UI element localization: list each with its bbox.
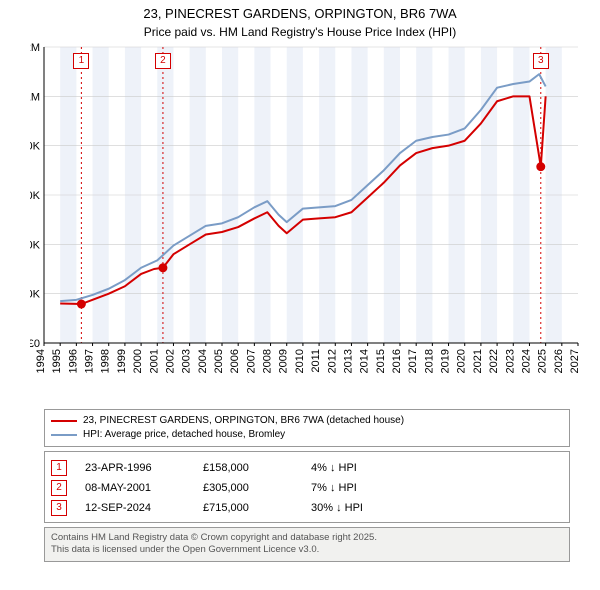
transaction-marker: 3 (51, 500, 67, 516)
svg-text:2013: 2013 (342, 349, 354, 373)
transaction-delta: 4% ↓ HPI (311, 462, 421, 474)
svg-text:2021: 2021 (472, 349, 484, 373)
svg-text:£1.2M: £1.2M (30, 43, 40, 54)
svg-text:2007: 2007 (245, 349, 257, 373)
transaction-marker: 1 (51, 460, 67, 476)
svg-text:2008: 2008 (262, 349, 274, 373)
transaction-date: 23-APR-1996 (85, 462, 185, 474)
sale-marker: 1 (73, 53, 89, 69)
svg-text:2000: 2000 (132, 349, 144, 373)
transaction-row: 3 12-SEP-2024 £715,000 30% ↓ HPI (51, 498, 563, 518)
legend: 23, PINECREST GARDENS, ORPINGTON, BR6 7W… (44, 409, 570, 447)
svg-text:1994: 1994 (35, 349, 47, 373)
sale-marker: 2 (155, 53, 171, 69)
svg-text:£0: £0 (30, 338, 40, 350)
svg-text:£200K: £200K (30, 289, 41, 301)
footer-line: This data is licensed under the Open Gov… (51, 544, 563, 556)
transactions-table: 1 23-APR-1996 £158,000 4% ↓ HPI 2 08-MAY-2001… (44, 451, 570, 523)
svg-text:2017: 2017 (407, 349, 419, 373)
svg-text:2012: 2012 (326, 349, 338, 373)
footer-attribution: Contains HM Land Registry data © Crown c… (44, 527, 570, 562)
svg-text:1998: 1998 (100, 349, 112, 373)
transaction-date: 08-MAY-2001 (85, 482, 185, 494)
chart-area: £0 £200K £400K £600K £800K £1M £1.2M 1994 1995 19… (30, 43, 590, 403)
transaction-delta: 30% ↓ HPI (311, 502, 421, 514)
svg-text:1995: 1995 (51, 349, 63, 373)
transaction-marker: 2 (51, 480, 67, 496)
svg-text:2004: 2004 (197, 349, 209, 373)
svg-text:£1M: £1M (30, 91, 40, 103)
svg-text:£600K: £600K (30, 190, 41, 202)
legend-item: HPI: Average price, detached house, Brom… (51, 428, 563, 442)
svg-text:2005: 2005 (213, 349, 225, 373)
transaction-price: £305,000 (203, 482, 293, 494)
svg-text:2016: 2016 (391, 349, 403, 373)
transaction-row: 2 08-MAY-2001 £305,000 7% ↓ HPI (51, 478, 563, 498)
line-chart: £0 £200K £400K £600K £800K £1M £1.2M 1994 1995 19… (30, 43, 590, 403)
svg-text:2001: 2001 (148, 349, 160, 373)
svg-text:2023: 2023 (504, 349, 516, 373)
svg-text:1999: 1999 (116, 349, 128, 373)
chart-subtitle: Price paid vs. HM Land Registry's House … (0, 25, 600, 43)
legend-swatch (51, 434, 77, 436)
legend-item: 23, PINECREST GARDENS, ORPINGTON, BR6 7W… (51, 414, 563, 428)
transaction-price: £715,000 (203, 502, 293, 514)
svg-text:2018: 2018 (423, 349, 435, 373)
svg-text:2002: 2002 (164, 349, 176, 373)
svg-text:2014: 2014 (359, 349, 371, 373)
transaction-date: 12-SEP-2024 (85, 502, 185, 514)
svg-text:2027: 2027 (569, 349, 581, 373)
svg-text:2026: 2026 (553, 349, 565, 373)
svg-text:2006: 2006 (229, 349, 241, 373)
legend-swatch (51, 420, 77, 422)
svg-text:£400K: £400K (30, 239, 41, 251)
svg-text:£800K: £800K (30, 141, 41, 153)
svg-text:2022: 2022 (488, 349, 500, 373)
legend-label: 23, PINECREST GARDENS, ORPINGTON, BR6 7W… (83, 414, 404, 428)
svg-text:2025: 2025 (537, 349, 549, 373)
chart-title: 23, PINECREST GARDENS, ORPINGTON, BR6 7W… (0, 0, 600, 25)
sale-marker: 3 (533, 53, 549, 69)
svg-text:1996: 1996 (67, 349, 79, 373)
svg-text:2020: 2020 (456, 349, 468, 373)
transaction-row: 1 23-APR-1996 £158,000 4% ↓ HPI (51, 458, 563, 478)
transaction-price: £158,000 (203, 462, 293, 474)
svg-text:2003: 2003 (181, 349, 193, 373)
svg-text:2010: 2010 (294, 349, 306, 373)
svg-text:2009: 2009 (278, 349, 290, 373)
svg-text:2011: 2011 (310, 349, 322, 373)
svg-text:2015: 2015 (375, 349, 387, 373)
legend-label: HPI: Average price, detached house, Brom… (83, 428, 285, 442)
svg-text:2024: 2024 (520, 349, 532, 373)
svg-text:2019: 2019 (440, 349, 452, 373)
footer-line: Contains HM Land Registry data © Crown c… (51, 532, 563, 544)
svg-text:1997: 1997 (84, 349, 96, 373)
transaction-delta: 7% ↓ HPI (311, 482, 421, 494)
